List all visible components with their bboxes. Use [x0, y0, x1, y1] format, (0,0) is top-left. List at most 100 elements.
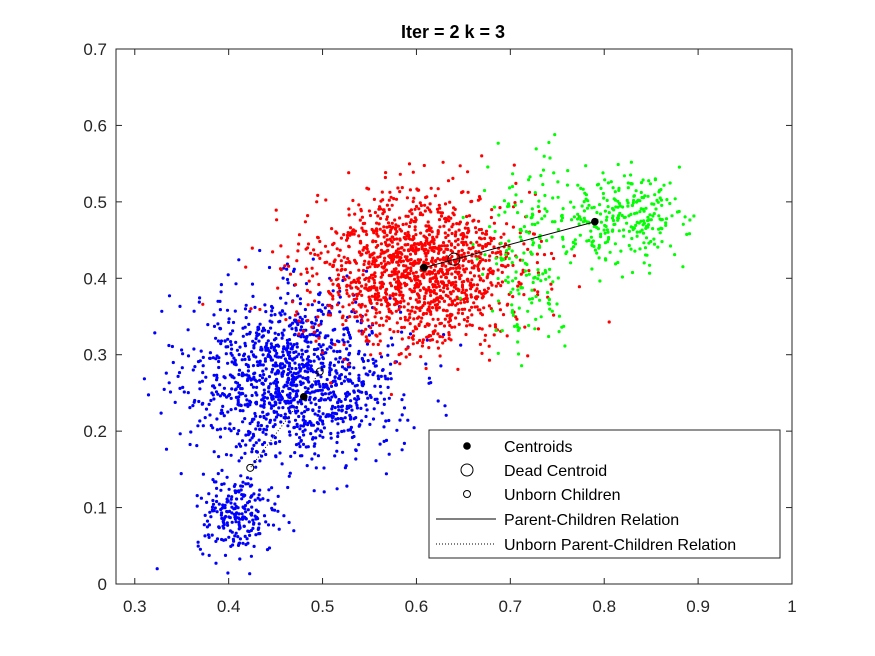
- data-point: [252, 544, 256, 549]
- data-point: [298, 297, 302, 301]
- data-point: [241, 420, 245, 424]
- data-point: [357, 349, 361, 353]
- data-point: [381, 282, 385, 286]
- data-point: [253, 305, 257, 309]
- data-point: [211, 384, 215, 388]
- data-point: [434, 279, 438, 284]
- data-point: [602, 196, 606, 200]
- data-point: [248, 376, 252, 380]
- data-point: [449, 283, 453, 287]
- data-point: [341, 420, 345, 424]
- data-point: [207, 523, 211, 527]
- data-point: [303, 307, 307, 312]
- data-point: [536, 221, 540, 225]
- data-point: [549, 251, 554, 256]
- data-point: [422, 286, 426, 290]
- data-point: [494, 328, 498, 332]
- data-point: [363, 353, 367, 357]
- data-point: [269, 406, 273, 410]
- data-point: [292, 350, 296, 355]
- data-point: [649, 218, 653, 222]
- data-point: [526, 354, 530, 358]
- data-point: [242, 524, 246, 528]
- data-point: [300, 332, 305, 336]
- data-point: [406, 346, 410, 350]
- data-point: [344, 318, 348, 323]
- data-point: [317, 282, 321, 287]
- data-point: [351, 292, 355, 296]
- data-point: [401, 259, 405, 263]
- data-point: [214, 539, 218, 544]
- data-point: [384, 243, 388, 247]
- unborn-relation-line: [303, 371, 321, 398]
- data-point: [317, 398, 321, 403]
- data-point: [358, 250, 362, 255]
- data-point: [153, 331, 157, 335]
- data-point: [288, 391, 292, 396]
- data-point: [609, 180, 613, 184]
- data-point: [317, 405, 321, 409]
- data-point: [242, 354, 246, 358]
- data-point: [195, 504, 199, 508]
- data-point: [243, 417, 247, 421]
- data-point: [264, 348, 268, 352]
- data-point: [325, 384, 329, 388]
- data-point: [456, 237, 460, 242]
- data-point: [273, 441, 278, 445]
- data-point: [450, 250, 455, 254]
- data-point: [569, 200, 573, 204]
- data-point: [345, 484, 349, 488]
- data-point: [311, 257, 315, 261]
- data-point: [250, 350, 254, 354]
- data-point: [619, 249, 623, 253]
- data-point: [399, 352, 403, 356]
- data-point: [318, 415, 322, 419]
- data-point: [450, 303, 454, 307]
- data-point: [386, 377, 390, 381]
- data-point: [552, 256, 556, 261]
- data-point: [407, 236, 411, 240]
- data-point: [454, 280, 458, 284]
- data-point: [570, 247, 574, 251]
- data-point: [446, 287, 450, 291]
- data-point: [411, 170, 415, 174]
- data-point: [587, 203, 591, 207]
- data-point: [286, 377, 290, 381]
- data-point: [454, 230, 458, 234]
- data-point: [245, 398, 249, 402]
- data-point: [607, 320, 611, 324]
- data-point: [236, 432, 240, 436]
- data-point: [234, 282, 238, 286]
- data-point: [553, 133, 557, 137]
- data-point: [443, 244, 447, 248]
- data-point: [470, 323, 474, 327]
- data-point: [340, 365, 345, 369]
- data-point: [319, 429, 323, 433]
- data-point: [201, 355, 205, 359]
- data-point: [350, 286, 354, 290]
- data-point: [652, 237, 656, 241]
- data-point: [630, 270, 635, 275]
- data-point: [505, 249, 509, 253]
- data-point: [398, 305, 403, 309]
- dead-centroid-marker: [447, 252, 461, 266]
- data-point: [385, 203, 389, 207]
- data-point: [316, 422, 320, 426]
- data-point: [329, 431, 333, 436]
- data-point: [306, 242, 311, 246]
- data-point: [447, 239, 451, 243]
- data-point: [391, 245, 395, 249]
- data-point: [399, 310, 403, 314]
- data-point: [447, 303, 451, 307]
- data-point: [395, 272, 399, 276]
- data-point: [354, 300, 358, 304]
- data-point: [488, 225, 492, 229]
- data-point: [562, 324, 566, 328]
- data-point: [402, 305, 406, 309]
- data-point: [371, 239, 375, 243]
- data-point: [409, 257, 413, 262]
- data-point: [251, 294, 255, 298]
- data-point: [290, 373, 294, 377]
- data-point: [294, 319, 298, 323]
- data-point: [227, 535, 231, 539]
